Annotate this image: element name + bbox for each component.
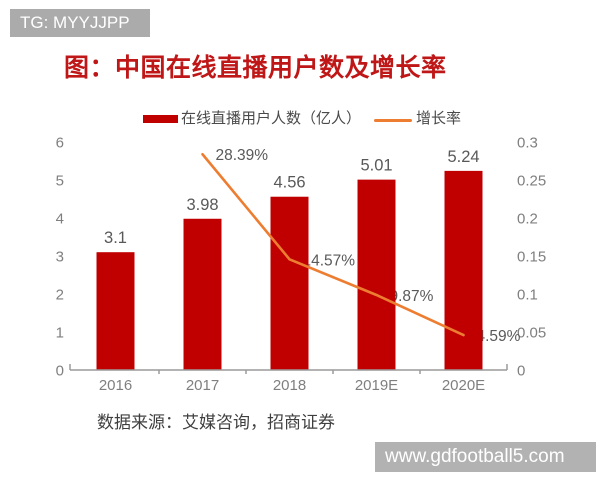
left-axis-tick-label: 6 (56, 135, 64, 152)
left-axis-tick-label: 5 (56, 173, 64, 190)
left-axis-tick-label: 4 (56, 211, 64, 228)
line-point-label: 4.59% (477, 328, 521, 345)
bar-2019E (357, 179, 396, 370)
right-axis-tick-label: 0.25 (517, 173, 546, 190)
right-axis-tick-label: 0 (517, 363, 525, 380)
x-axis-category-label: 2017 (186, 377, 219, 394)
growth-rate-line (201, 152, 465, 337)
left-axis-tick-label: 3 (56, 249, 64, 266)
bar-value-label: 3.1 (104, 229, 127, 247)
source-note: 数据来源：艾媒咨询，招商证券 (97, 413, 335, 432)
legend-bar-swatch-icon (143, 115, 178, 123)
tg-banner: TG: MYYJJPP (10, 9, 150, 37)
x-axis-category-label: 2019E (355, 377, 398, 394)
bar-value-label: 4.56 (273, 174, 305, 192)
x-axis-category-label: 2018 (273, 377, 306, 394)
right-axis-tick-label: 0.3 (517, 135, 538, 152)
left-axis-tick-label: 0 (56, 363, 64, 380)
bar-value-label: 5.01 (360, 157, 392, 175)
line-point-label: 9.87% (390, 288, 434, 305)
line-point-label: 14.57% (303, 252, 356, 269)
legend-bar-label: 在线直播用户人数（亿人） (181, 110, 362, 127)
chart-title: 图：中国在线直播用户数及增长率 (64, 54, 447, 82)
x-axis-category-label: 2016 (99, 377, 132, 394)
right-axis-tick-label: 0.05 (517, 325, 546, 342)
right-axis-tick-label: 0.2 (517, 211, 538, 228)
watermark: www.gdfootball5.com (375, 442, 596, 472)
bar-2016 (96, 252, 135, 370)
left-axis-tick-label: 2 (56, 287, 64, 304)
bar-value-label: 3.98 (186, 196, 218, 214)
bar-value-label: 5.24 (447, 148, 479, 166)
x-axis-category-label: 2020E (442, 377, 485, 394)
bar-2020E (444, 170, 483, 370)
line-point-label: 28.39% (216, 147, 269, 164)
legend-line-label: 增长率 (416, 110, 462, 127)
right-axis-tick-label: 0.15 (517, 249, 546, 266)
bar-2018 (270, 196, 309, 370)
bar-2017 (183, 218, 222, 370)
right-axis-tick-label: 0.1 (517, 287, 538, 304)
left-axis-tick-label: 1 (56, 325, 64, 342)
legend-line-swatch-icon (374, 119, 412, 122)
